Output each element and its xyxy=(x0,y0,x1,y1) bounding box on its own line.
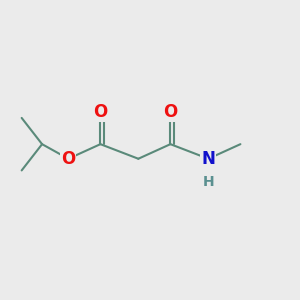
Text: O: O xyxy=(93,103,107,121)
Text: H: H xyxy=(202,175,214,189)
Text: N: N xyxy=(201,150,215,168)
Text: O: O xyxy=(61,150,76,168)
Text: O: O xyxy=(163,103,178,121)
